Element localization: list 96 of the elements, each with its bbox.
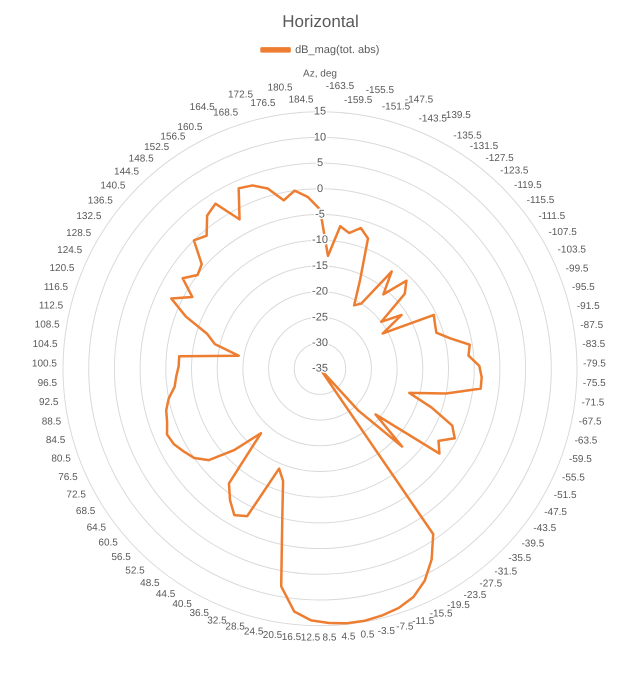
spoke-label: 112.5 <box>38 300 64 312</box>
y-tick-label: -20 <box>312 286 328 298</box>
chart-title: Horizontal <box>282 12 359 31</box>
spoke-label: -95.5 <box>572 282 596 293</box>
spoke-label: -27.5 <box>479 578 503 590</box>
spoke-label: -107.5 <box>548 227 578 238</box>
spoke-label: -115.5 <box>526 194 555 206</box>
spoke-label: 96.5 <box>38 378 58 389</box>
spoke-label: 104.5 <box>32 339 58 350</box>
y-tick-label: -30 <box>312 337 328 350</box>
spoke-label: -83.5 <box>582 339 606 350</box>
spoke-label: 180.5 <box>268 82 294 94</box>
spoke-label: 136.5 <box>88 195 114 206</box>
spoke-label: -3.5 <box>378 626 396 638</box>
spoke-label: -31.5 <box>494 566 518 578</box>
spoke-label: 148.5 <box>128 154 154 165</box>
spoke-label: 40.5 <box>172 599 192 610</box>
y-tick-label: -15 <box>312 260 328 272</box>
spoke-label: 0.5 <box>360 629 375 640</box>
spoke-label: 144.5 <box>114 166 140 178</box>
spoke-label: -11.5 <box>412 616 435 627</box>
spoke-label: 36.5 <box>189 608 210 619</box>
y-tick-label: -25 <box>312 311 328 324</box>
spoke-label: 20.5 <box>262 630 283 641</box>
spoke-label: 160.5 <box>177 122 203 134</box>
y-tick-label: 15 <box>314 106 326 118</box>
spoke-label: -71.5 <box>582 397 605 408</box>
spoke-label: 124.5 <box>57 245 83 256</box>
spoke-label: -111.5 <box>538 210 566 222</box>
spoke-label: 88.5 <box>42 416 62 428</box>
spoke-label: 16.5 <box>282 632 302 643</box>
spoke-label: -7.5 <box>396 621 414 632</box>
spoke-label: 28.5 <box>225 622 246 633</box>
spoke-label: -151.5 <box>382 102 411 113</box>
spoke-label: -119.5 <box>514 180 542 191</box>
spoke-label: 176.5 <box>250 98 276 110</box>
spoke-label: 52.5 <box>125 566 146 577</box>
spoke-label: 24.5 <box>244 626 264 638</box>
spoke-label: -103.5 <box>558 244 586 256</box>
spoke-label: 60.5 <box>98 538 118 549</box>
spoke-label: 4.5 <box>342 632 356 643</box>
spoke-label: 120.5 <box>49 263 75 274</box>
spoke-label: 116.5 <box>44 282 69 293</box>
y-tick-label: 10 <box>314 131 326 144</box>
spoke-label: -163.5 <box>326 81 355 92</box>
y-tick-label: 5 <box>316 157 324 170</box>
spoke-label: 68.5 <box>76 506 96 518</box>
legend-label: dB_mag(tot. abs) <box>295 44 380 56</box>
spoke-label: -39.5 <box>521 538 545 550</box>
spoke-label: -91.5 <box>576 300 600 312</box>
spoke-label: 184.5 <box>288 94 314 106</box>
y-tick-label: 0 <box>316 182 324 195</box>
spoke-label: -75.5 <box>582 378 606 389</box>
spoke-label: -23.5 <box>464 590 487 601</box>
spoke-label: -47.5 <box>544 506 568 518</box>
spoke-label: -131.5 <box>470 141 499 152</box>
spoke-label: 64.5 <box>86 522 106 534</box>
spoke-label: -87.5 <box>580 320 604 331</box>
spoke-label: -63.5 <box>574 436 598 447</box>
spoke-label: -159.5 <box>344 95 373 106</box>
spoke-label: -51.5 <box>554 490 577 501</box>
spoke-label: -135.5 <box>453 130 482 142</box>
spoke-label: -127.5 <box>485 152 514 164</box>
y-tick-label: -35 <box>312 362 328 375</box>
spoke-label: 44.5 <box>156 589 176 600</box>
spoke-label: 152.5 <box>144 142 170 153</box>
spoke-label: -55.5 <box>562 472 586 484</box>
spoke-label: 156.5 <box>160 131 186 142</box>
spoke-label: -79.5 <box>583 358 606 370</box>
spoke-label: 84.5 <box>46 435 66 446</box>
spoke-label: 12.5 <box>300 632 321 644</box>
spoke-label: 56.5 <box>111 552 132 564</box>
spoke-label: 128.5 <box>66 228 92 239</box>
spoke-label: 92.5 <box>38 397 59 408</box>
spoke-label: 168.5 <box>213 107 239 118</box>
spoke-label: -59.5 <box>568 454 592 466</box>
spoke-label: 8.5 <box>322 632 337 644</box>
spoke-label: Az, deg <box>303 68 337 80</box>
spoke-label: 48.5 <box>140 578 160 589</box>
spoke-label: 80.5 <box>51 454 72 465</box>
spoke-label: 32.5 <box>207 615 228 626</box>
spoke-label: -123.5 <box>500 166 529 177</box>
spoke-label: 108.5 <box>34 320 60 331</box>
spoke-label: -155.5 <box>366 84 394 96</box>
spoke-label: 164.5 <box>190 102 216 114</box>
spoke-label: -43.5 <box>533 523 557 534</box>
spoke-label: -67.5 <box>578 416 602 428</box>
spoke-label: -99.5 <box>566 264 589 275</box>
spoke-label: 172.5 <box>228 90 254 100</box>
spoke-label: 140.5 <box>100 180 126 192</box>
spoke-label: 100.5 <box>32 358 58 370</box>
spoke-label: -19.5 <box>446 600 470 611</box>
spoke-label: -35.5 <box>508 552 532 564</box>
spoke-label: 72.5 <box>66 489 86 500</box>
spoke-label: 132.5 <box>76 211 102 222</box>
spoke-label: 76.5 <box>58 472 78 483</box>
